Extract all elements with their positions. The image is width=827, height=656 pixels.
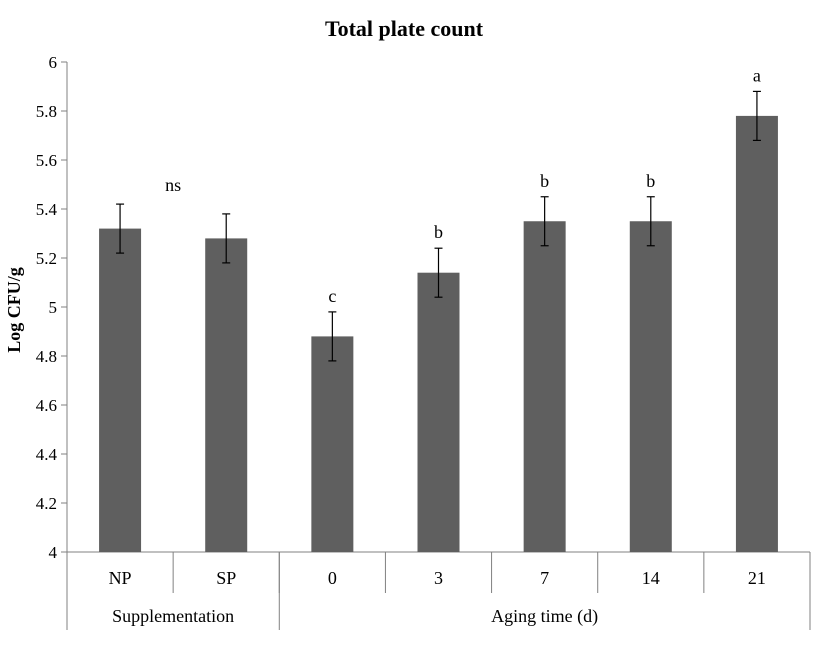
bar	[205, 238, 248, 552]
y-axis-label: Log CFU/g	[4, 267, 24, 353]
bar	[523, 221, 566, 552]
y-tick-label: 5.6	[36, 151, 57, 170]
significance-letter: b	[540, 171, 549, 191]
y-tick-label: 4.4	[36, 445, 58, 464]
y-tick-label: 4.6	[36, 396, 57, 415]
y-tick-label: 5.2	[36, 249, 57, 268]
y-tick-label: 5.4	[36, 200, 58, 219]
significance-letter: c	[328, 286, 336, 306]
bar	[99, 228, 142, 552]
bar	[629, 221, 672, 552]
x-tick-label: 0	[328, 568, 337, 588]
significance-letter: a	[753, 65, 761, 85]
x-tick-label: 3	[434, 568, 443, 588]
bar	[417, 272, 460, 552]
x-tick-label: 21	[748, 568, 766, 588]
x-tick-label: NP	[109, 568, 132, 588]
x-tick-label: 7	[540, 568, 549, 588]
group-label: Supplementation	[112, 606, 234, 626]
significance-letter: b	[646, 171, 655, 191]
chart-title: Total plate count	[325, 16, 484, 41]
y-tick-label: 4.2	[36, 494, 57, 513]
y-tick-label: 6	[49, 53, 58, 72]
group-label: Aging time (d)	[491, 606, 598, 627]
significance-letter: b	[434, 222, 443, 242]
x-tick-label: SP	[216, 568, 236, 588]
bar	[311, 336, 354, 552]
group-significance-label: ns	[165, 175, 181, 195]
plot-area: 4 4.2 4.4 4.6 4.8 5 5.2 5.4 5.6 5.8 6 Supplementati…	[36, 53, 811, 630]
y-tick-label: 4	[49, 543, 58, 562]
x-tick-label: 14	[642, 568, 660, 588]
y-tick-label: 5	[49, 298, 58, 317]
bar	[735, 115, 778, 553]
y-tick-label: 5.8	[36, 102, 57, 121]
y-tick-label: 4.8	[36, 347, 57, 366]
